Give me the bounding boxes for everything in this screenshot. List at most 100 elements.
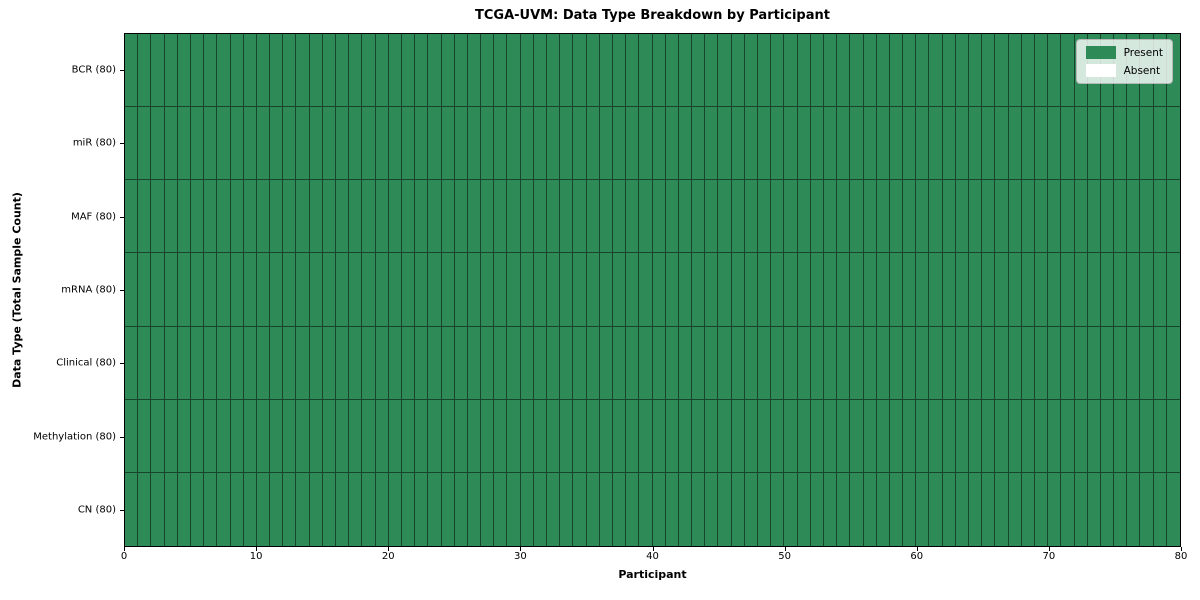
heatmap-cell	[823, 326, 838, 400]
heatmap-cell	[889, 253, 904, 327]
heatmap-cell	[428, 253, 442, 327]
heatmap-cell	[995, 326, 1009, 400]
heatmap-cell	[533, 34, 547, 108]
heatmap-cell	[204, 472, 218, 546]
heatmap-cell	[916, 34, 930, 108]
heatmap-cell	[678, 253, 693, 327]
heatmap-cell	[190, 253, 205, 327]
heatmap-cell	[520, 326, 534, 400]
heatmap-cell	[573, 399, 587, 473]
heatmap-cell	[903, 180, 917, 254]
heatmap-cell	[626, 253, 640, 327]
heatmap-cell	[375, 399, 389, 473]
heatmap-cell	[441, 180, 455, 254]
heatmap-cell	[1140, 326, 1154, 400]
heatmap-cell	[125, 107, 139, 181]
heatmap-cell	[375, 326, 389, 400]
heatmap-cell	[863, 180, 877, 254]
heatmap-cell	[533, 180, 547, 254]
heatmap-cell	[547, 34, 561, 108]
heatmap-cell	[771, 34, 785, 108]
heatmap-cell	[718, 180, 732, 254]
heatmap-cell	[1140, 399, 1154, 473]
heatmap-cell	[336, 253, 350, 327]
heatmap-cell	[441, 326, 455, 400]
heatmap-cell	[1048, 34, 1062, 108]
heatmap-cell	[916, 180, 930, 254]
heatmap-cell	[283, 180, 297, 254]
y-tick-mark	[120, 143, 124, 145]
heatmap-cell	[837, 34, 851, 108]
heatmap-cell	[942, 399, 956, 473]
heatmap-cell	[177, 34, 191, 108]
heatmap-cell	[243, 399, 257, 473]
heatmap-cell	[494, 253, 508, 327]
heatmap-cell	[125, 399, 139, 473]
heatmap-cell	[889, 472, 904, 546]
heatmap-cell	[797, 34, 811, 108]
heatmap-cell	[744, 34, 758, 108]
heatmap-cell	[467, 34, 482, 108]
heatmap-cell	[1153, 399, 1167, 473]
heatmap-cell	[955, 326, 969, 400]
heatmap-cell	[586, 326, 600, 400]
heatmap-cell	[612, 326, 627, 400]
heatmap-cell	[889, 180, 904, 254]
heatmap-cell	[955, 253, 969, 327]
heatmap-cell	[1034, 472, 1049, 546]
heatmap-cell	[612, 107, 627, 181]
heatmap-cell	[639, 399, 653, 473]
heatmap-cell	[217, 326, 231, 400]
legend-swatch	[1085, 64, 1116, 77]
heatmap-grid	[125, 34, 1180, 546]
heatmap-cell	[560, 399, 574, 473]
heatmap-cell	[283, 253, 297, 327]
heatmap-cell	[138, 399, 152, 473]
heatmap-cell	[771, 472, 785, 546]
heatmap-cell	[1021, 399, 1035, 473]
heatmap-cell	[797, 253, 811, 327]
heatmap-cell	[230, 399, 244, 473]
heatmap-cell	[599, 326, 613, 400]
heatmap-cell	[903, 399, 917, 473]
heatmap-cell	[1166, 399, 1180, 473]
plot-area: Present Absent	[124, 33, 1181, 547]
heatmap-cell	[283, 34, 297, 108]
heatmap-cell	[586, 399, 600, 473]
heatmap-cell	[586, 472, 600, 546]
heatmap-cell	[982, 326, 996, 400]
heatmap-cell	[428, 107, 442, 181]
heatmap-cell	[889, 107, 904, 181]
heatmap-cell	[296, 399, 310, 473]
heatmap-cell	[296, 34, 310, 108]
x-tick-label: 20	[381, 551, 395, 562]
heatmap-cell	[388, 326, 402, 400]
heatmap-cell	[995, 34, 1009, 108]
heatmap-cell	[731, 107, 745, 181]
heatmap-cell	[494, 107, 508, 181]
heatmap-cell	[560, 326, 574, 400]
heatmap-cell	[375, 253, 389, 327]
heatmap-cell	[1008, 107, 1022, 181]
heatmap-cell	[1061, 326, 1075, 400]
heatmap-cell	[1140, 472, 1154, 546]
heatmap-cell	[573, 253, 587, 327]
heatmap-cell	[428, 472, 442, 546]
x-tick-label: 80	[1174, 551, 1188, 562]
heatmap-cell	[507, 472, 521, 546]
heatmap-cell	[177, 107, 191, 181]
heatmap-cell	[876, 399, 890, 473]
heatmap-cell	[309, 326, 323, 400]
heatmap-cell	[599, 399, 613, 473]
heatmap-cell	[520, 34, 534, 108]
y-tick-label: MAF (80)	[71, 211, 116, 223]
heatmap-cell	[401, 107, 416, 181]
heatmap-cell	[336, 399, 350, 473]
heatmap-cell	[810, 472, 824, 546]
heatmap-cell	[1008, 326, 1022, 400]
heatmap-cell	[652, 107, 666, 181]
heatmap-cell	[454, 34, 468, 108]
heatmap-cell	[177, 399, 191, 473]
heatmap-cell	[955, 399, 969, 473]
heatmap-cell	[665, 253, 679, 327]
